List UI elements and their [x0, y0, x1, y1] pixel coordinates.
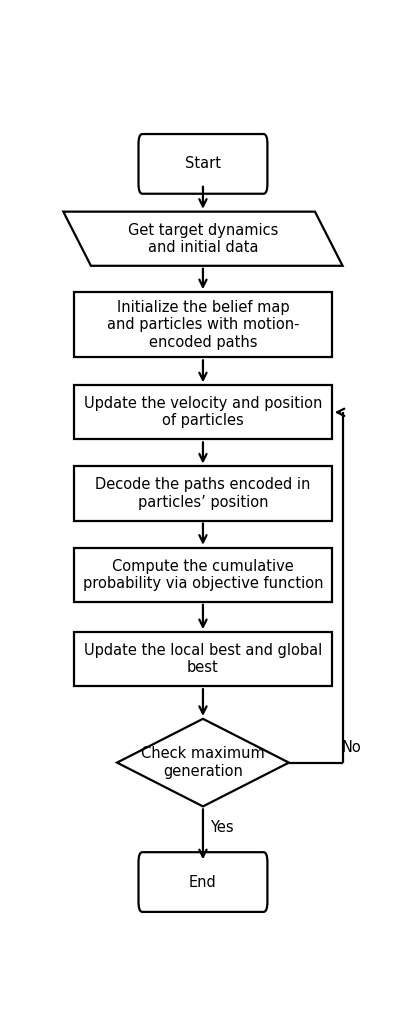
FancyBboxPatch shape: [139, 134, 267, 193]
Text: Decode the paths encoded in
particles’ position: Decode the paths encoded in particles’ p…: [95, 478, 310, 510]
Polygon shape: [117, 719, 289, 807]
Text: Yes: Yes: [209, 820, 233, 835]
Bar: [74, 548, 332, 602]
Text: End: End: [189, 875, 217, 889]
Text: Get target dynamics
and initial data: Get target dynamics and initial data: [128, 222, 278, 255]
Text: Update the local best and global
best: Update the local best and global best: [84, 643, 322, 675]
Text: Update the velocity and position
of particles: Update the velocity and position of part…: [84, 396, 322, 428]
Polygon shape: [63, 212, 343, 266]
Text: Compute the cumulative
probability via objective function: Compute the cumulative probability via o…: [83, 558, 323, 590]
Text: Initialize the belief map
and particles with motion-
encoded paths: Initialize the belief map and particles …: [107, 300, 299, 349]
Text: Start: Start: [185, 156, 221, 172]
Bar: [74, 632, 332, 687]
Bar: [74, 292, 332, 358]
Text: Check maximum
generation: Check maximum generation: [141, 747, 265, 779]
FancyBboxPatch shape: [139, 852, 267, 912]
Bar: [74, 386, 332, 439]
Text: No: No: [342, 739, 362, 755]
Bar: [74, 466, 332, 520]
